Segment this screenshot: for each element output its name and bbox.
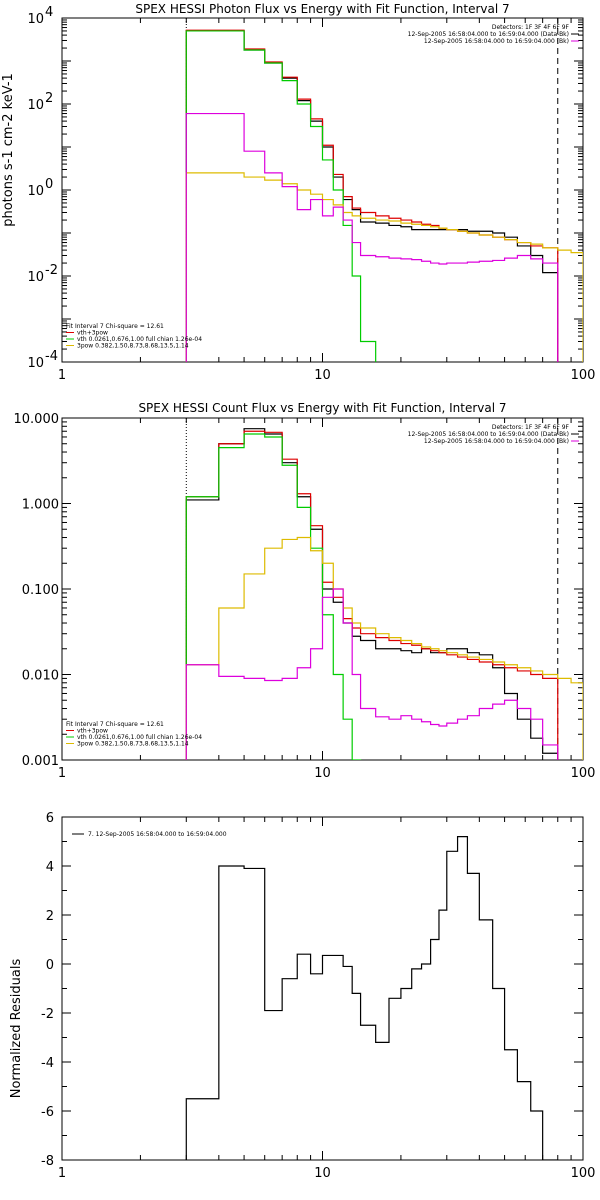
y-tick-label: 10 <box>27 356 44 371</box>
y-tick-label: 0.010 <box>22 669 59 684</box>
legend-bottom: Fit Interval 7 Chi-square = 12.61vth+3po… <box>66 721 202 748</box>
series-line-vth <box>185 30 377 362</box>
legend-fit-summary: Fit Interval 7 Chi-square = 12.61 <box>66 323 164 330</box>
legend-top-entry: 12-Sep-2005 16:58:04.000 to 16:59:04.000… <box>408 31 569 38</box>
x-tick-label: 1 <box>58 766 66 781</box>
y-tick-label: -2 <box>41 1007 54 1022</box>
legend-top-entry: 12-Sep-2005 16:58:04.000 to 16:59:04.000… <box>408 431 569 438</box>
x-axis: 1 10 100 <box>58 817 596 1181</box>
x-tick-label: 10 <box>314 1166 331 1181</box>
series-line-data-bk <box>185 428 559 760</box>
legend-fit-summary: Fit Interval 7 Chi-square = 12.61 <box>66 721 164 728</box>
chart-panel-2: SPEX HESSI Count Flux vs Energy with Fit… <box>14 401 596 781</box>
y-axis-label: photons s-1 cm-2 keV-1 <box>1 73 16 227</box>
series-line-bk <box>185 112 559 362</box>
y-tick-label: 10.000 <box>14 412 60 427</box>
series-line-3pow <box>185 172 583 362</box>
y-tick-label-exponent: -2 <box>45 263 58 278</box>
legend-entry: 3pow 0.382,1.50,8.73,8.68,13.5,1.14 <box>77 343 189 350</box>
x-tick-label: 100 <box>571 368 596 383</box>
series-line-3pow <box>185 536 583 760</box>
chart-panel-1: SPEX HESSI Photon Flux vs Energy with Fi… <box>1 2 595 383</box>
y-axis: -8 -6 -4 -2 0 2 4 6 <box>41 811 583 1169</box>
x-tick-label: 10 <box>314 766 331 781</box>
y-tick-label: 2 <box>46 909 54 924</box>
series-line-data-bk <box>185 30 559 362</box>
y-tick-label: 0.001 <box>22 754 59 769</box>
series-line-7-12-sep-2005-16-58-04-000-to-16-59-04-000 <box>185 836 558 1160</box>
y-tick-label-exponent: 0 <box>45 177 53 192</box>
y-tick-label-exponent: 2 <box>45 91 53 106</box>
y-tick-label: 10 <box>27 270 44 285</box>
y-tick-label: 0.100 <box>22 583 59 598</box>
x-tick-label: 1 <box>58 368 66 383</box>
plot-frame <box>61 17 584 363</box>
y-tick-label: 0 <box>46 958 54 973</box>
y-tick-label: 4 <box>46 860 54 875</box>
y-tick-label: 10 <box>27 12 44 27</box>
legend-entry: vth 0.0261,0.676,1.00 full chian 1.26e-0… <box>77 734 202 741</box>
legend-top-entry: Detectors: 1F 3F 4F 6F 9F <box>492 424 570 431</box>
y-tick-label-exponent: -4 <box>45 349 58 364</box>
y-tick-label: 10 <box>27 98 44 113</box>
legend-top-entry: 12-Sep-2005 16:58:04.000 to 16:59:04.000… <box>424 438 569 445</box>
legend-top: 7. 12-Sep-2005 16:58:04.000 to 16:59:04.… <box>72 831 227 838</box>
y-tick-label: -4 <box>41 1056 54 1071</box>
series-line-bk <box>185 588 559 760</box>
y-tick-label-exponent: 4 <box>45 5 53 20</box>
series-group <box>185 29 583 362</box>
legend-entry: vth 0.0261,0.676,1.00 full chian 1.26e-0… <box>77 336 202 343</box>
reference-lines <box>185 18 559 362</box>
y-axis: 0.001 0.010 0.100 1.000 10.000 <box>14 412 583 769</box>
x-tick-label: 10 <box>314 368 331 383</box>
y-tick-label: 1.000 <box>22 498 59 513</box>
y-tick-label: -6 <box>41 1105 54 1120</box>
x-tick-label: 100 <box>571 1166 596 1181</box>
legend-entry: vth+3pow <box>77 330 108 337</box>
legend-top-entry: Detectors: 1F 3F 4F 6F 9F <box>492 24 570 31</box>
series-group <box>185 836 558 1160</box>
legend-entry: 7. 12-Sep-2005 16:58:04.000 to 16:59:04.… <box>88 831 227 838</box>
chart-panel-3: 1 10 100 -8 -6 -4 -2 0 2 4 6 Normalized Residuals 7.… <box>9 811 595 1181</box>
chart-title: SPEX HESSI Count Flux vs Energy with Fit… <box>138 401 506 415</box>
y-tick-label: 10 <box>27 184 44 199</box>
y-tick-label: 6 <box>46 811 54 826</box>
legend-entry: vth+3pow <box>77 728 108 735</box>
series-line-vth <box>185 433 362 760</box>
legend-entry: 3pow 0.382,1.50,8.73,8.68,13.5,1.14 <box>77 741 189 748</box>
series-group <box>185 428 583 760</box>
x-tick-label: 100 <box>571 766 596 781</box>
chart-title: SPEX HESSI Photon Flux vs Energy with Fi… <box>135 2 509 16</box>
series-line-vth-3pow <box>185 29 559 362</box>
legend-bottom: Fit Interval 7 Chi-square = 12.61vth+3po… <box>66 323 202 350</box>
y-tick-label: -8 <box>41 1154 54 1169</box>
x-tick-label: 1 <box>58 1166 66 1181</box>
series-line-vth-3pow <box>185 430 559 760</box>
legend-top-entry: 12-Sep-2005 16:58:04.000 to 16:59:04.000… <box>424 38 569 45</box>
y-axis-label: Normalized Residuals <box>9 959 24 1099</box>
